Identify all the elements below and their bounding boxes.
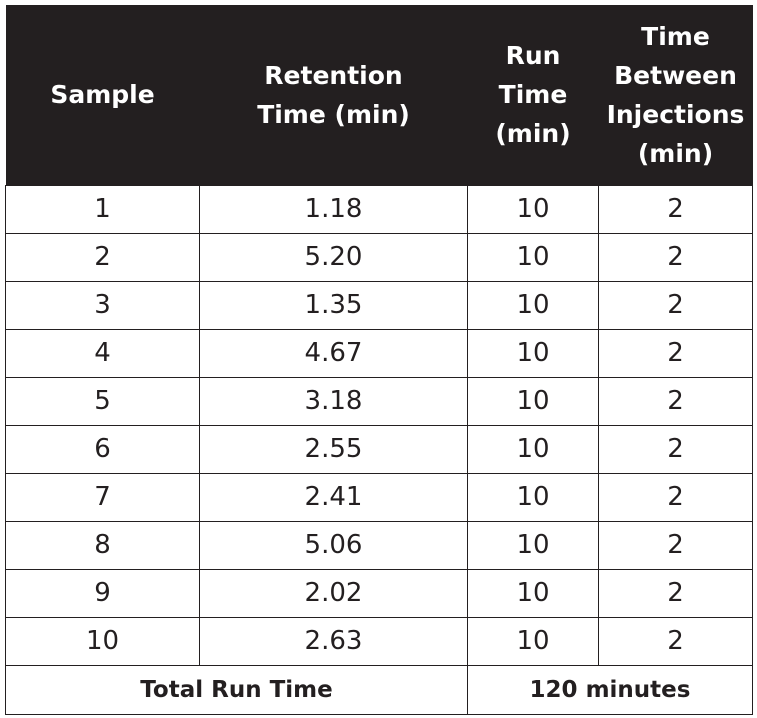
table-row: 7 2.41 10 2 bbox=[5, 472, 753, 522]
cell-time-between: 2 bbox=[598, 472, 753, 522]
retention-time-table: Sample Retention Time (min) Run Time (mi… bbox=[5, 5, 753, 715]
cell-time-between: 2 bbox=[598, 376, 753, 426]
header-run-time-line: Run Time bbox=[498, 41, 568, 110]
cell-retention-time: 2.41 bbox=[199, 472, 468, 522]
cell-run-time: 10 bbox=[467, 424, 599, 474]
cell-retention-time: 2.63 bbox=[199, 616, 468, 666]
cell-run-time: 10 bbox=[467, 520, 599, 570]
table-row: 1 1.18 10 2 bbox=[5, 184, 753, 234]
header-retention-time-line: Retention bbox=[264, 60, 403, 90]
cell-time-between: 2 bbox=[598, 184, 753, 234]
table-header: Sample Retention Time (min) Run Time (mi… bbox=[5, 5, 753, 185]
cell-retention-time: 4.67 bbox=[199, 328, 468, 378]
header-sample-line: Sample bbox=[50, 80, 155, 110]
cell-sample: 6 bbox=[5, 424, 200, 474]
cell-retention-time: 5.06 bbox=[199, 520, 468, 570]
cell-time-between: 2 bbox=[598, 568, 753, 618]
cell-retention-time: 5.20 bbox=[199, 232, 468, 282]
cell-retention-time: 3.18 bbox=[199, 376, 468, 426]
header-time-between-injections: Time Between Injections (min) bbox=[598, 5, 753, 185]
header-time-between-line: Time bbox=[641, 21, 710, 51]
cell-sample: 3 bbox=[5, 280, 200, 330]
table-row: 2 5.20 10 2 bbox=[5, 232, 753, 282]
table-row: 6 2.55 10 2 bbox=[5, 424, 753, 474]
cell-run-time: 10 bbox=[467, 568, 599, 618]
table-row: 8 5.06 10 2 bbox=[5, 520, 753, 570]
table-row: 9 2.02 10 2 bbox=[5, 568, 753, 618]
cell-sample: 8 bbox=[5, 520, 200, 570]
cell-run-time: 10 bbox=[467, 376, 599, 426]
cell-retention-time: 1.18 bbox=[199, 184, 468, 234]
header-sample: Sample bbox=[5, 5, 200, 185]
header-retention-time: Retention Time (min) bbox=[199, 5, 468, 185]
cell-sample: 2 bbox=[5, 232, 200, 282]
cell-time-between: 2 bbox=[598, 616, 753, 666]
cell-sample: 10 bbox=[5, 616, 200, 666]
total-value: 120 minutes bbox=[467, 664, 753, 715]
header-run-time: Run Time (min) bbox=[467, 5, 599, 185]
cell-sample: 9 bbox=[5, 568, 200, 618]
cell-sample: 1 bbox=[5, 184, 200, 234]
cell-run-time: 10 bbox=[467, 472, 599, 522]
table-row: 5 3.18 10 2 bbox=[5, 376, 753, 426]
cell-time-between: 2 bbox=[598, 232, 753, 282]
cell-sample: 4 bbox=[5, 328, 200, 378]
header-time-between-line: Between bbox=[614, 60, 737, 90]
header-time-between-line: Injections bbox=[606, 99, 745, 129]
table-row: 3 1.35 10 2 bbox=[5, 280, 753, 330]
cell-sample: 5 bbox=[5, 376, 200, 426]
cell-run-time: 10 bbox=[467, 184, 599, 234]
cell-time-between: 2 bbox=[598, 520, 753, 570]
header-row: Sample Retention Time (min) Run Time (mi… bbox=[5, 5, 753, 185]
cell-run-time: 10 bbox=[467, 328, 599, 378]
total-label: Total Run Time bbox=[5, 664, 468, 715]
cell-retention-time: 2.55 bbox=[199, 424, 468, 474]
cell-time-between: 2 bbox=[598, 424, 753, 474]
cell-run-time: 10 bbox=[467, 280, 599, 330]
data-table-container: Sample Retention Time (min) Run Time (mi… bbox=[5, 5, 753, 715]
cell-retention-time: 2.02 bbox=[199, 568, 468, 618]
total-row: Total Run Time 120 minutes bbox=[5, 664, 753, 715]
cell-run-time: 10 bbox=[467, 232, 599, 282]
cell-sample: 7 bbox=[5, 472, 200, 522]
cell-run-time: 10 bbox=[467, 616, 599, 666]
header-retention-time-line: Time (min) bbox=[257, 99, 410, 129]
table-row: 4 4.67 10 2 bbox=[5, 328, 753, 378]
header-run-time-line: (min) bbox=[495, 119, 571, 149]
table-row: 10 2.63 10 2 bbox=[5, 616, 753, 666]
cell-time-between: 2 bbox=[598, 280, 753, 330]
cell-retention-time: 1.35 bbox=[199, 280, 468, 330]
cell-time-between: 2 bbox=[598, 328, 753, 378]
header-time-between-line: (min) bbox=[637, 138, 714, 168]
table-body: 1 1.18 10 2 2 5.20 10 2 3 1.35 10 2 4 4.… bbox=[5, 184, 753, 715]
